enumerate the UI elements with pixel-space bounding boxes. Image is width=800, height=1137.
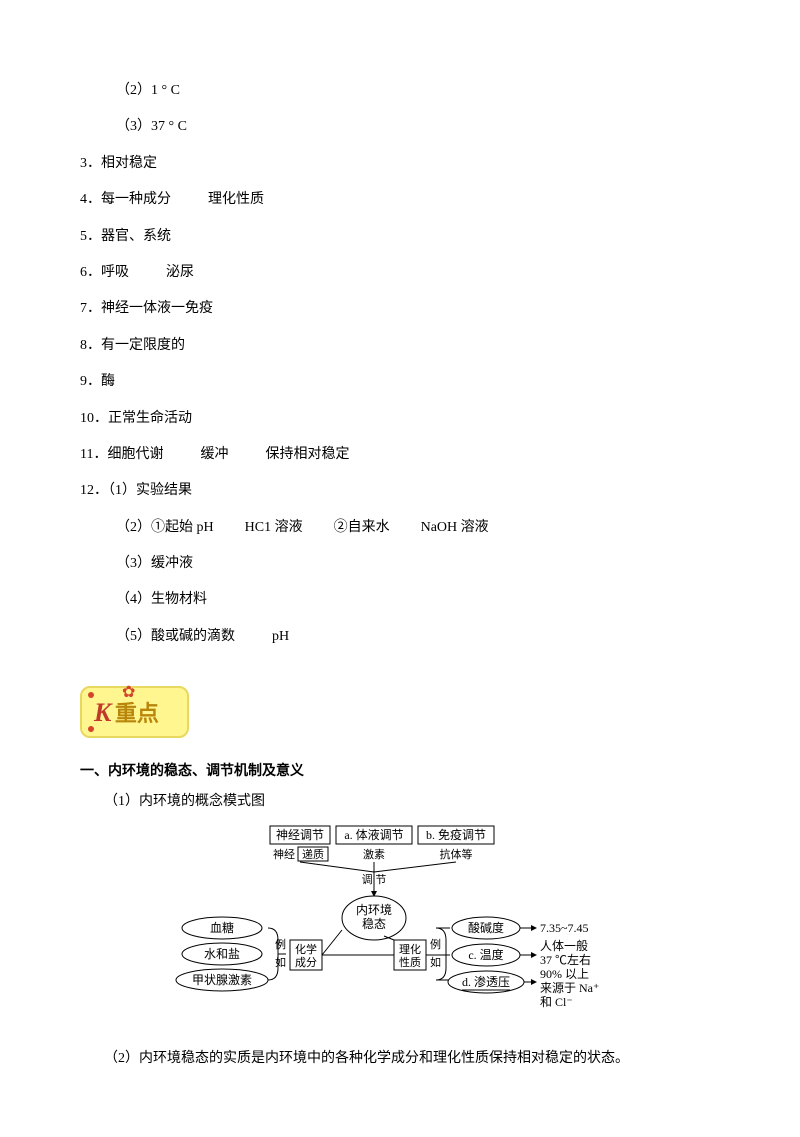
- svg-text:c. 温度: c. 温度: [468, 947, 503, 962]
- answer-12-5: （5）酸或碱的滴数 pH: [80, 626, 740, 648]
- answer-7: 7．神经一体液一免疫: [80, 298, 740, 320]
- answer-8: 8．有一定限度的: [80, 335, 740, 357]
- svg-text:抗体等: 抗体等: [440, 847, 473, 861]
- svg-text:例: 例: [275, 937, 286, 951]
- answer-3: 3．相对稳定: [80, 153, 740, 175]
- answer-12-2-c: ②自来水: [334, 520, 390, 535]
- answer-2-3: （3）37 ° C: [80, 116, 740, 138]
- document-page: （2）1 ° C （3）37 ° C 3．相对稳定 4．每一种成分 理化性质 5…: [0, 0, 800, 1137]
- answer-12-2-d: NaOH 溶液: [421, 520, 489, 535]
- answer-11: 11．细胞代谢 缓冲 保持相对稳定: [80, 444, 740, 466]
- svg-text:血糖: 血糖: [210, 920, 234, 935]
- svg-text:调 节: 调 节: [362, 873, 387, 886]
- svg-text:理化: 理化: [399, 942, 421, 956]
- svg-text:成分: 成分: [295, 956, 317, 969]
- answer-10: 10．正常生命活动: [80, 408, 740, 430]
- answer-12-2-b: HC1 溶液: [245, 520, 303, 535]
- svg-text:激素: 激素: [363, 847, 385, 861]
- svg-text:酸碱度: 酸碱度: [468, 920, 504, 935]
- svg-text:内环境: 内环境: [356, 902, 392, 917]
- answer-6-b: 泌尿: [166, 265, 194, 280]
- answer-6-a: 6．呼吸: [80, 265, 129, 280]
- svg-text:神经: 神经: [273, 847, 295, 861]
- answer-12-1: 12．（1）实验结果: [80, 480, 740, 502]
- svg-text:d. 渗透压: d. 渗透压: [462, 974, 510, 989]
- key-points-badge: ✿ K 重点: [80, 686, 189, 738]
- answer-4-a: 4．每一种成分: [80, 192, 171, 207]
- svg-text:和 Cl⁻: 和 Cl⁻: [540, 995, 573, 1009]
- dot-icon: [88, 726, 94, 732]
- answer-12-3: （3）缓冲液: [80, 553, 740, 575]
- badge-letter: K: [94, 698, 111, 727]
- svg-text:神经调节: 神经调节: [276, 828, 324, 842]
- svg-text:化学: 化学: [295, 942, 317, 956]
- svg-text:水和盐: 水和盐: [204, 947, 240, 961]
- answer-12-5-a: （5）酸或碱的滴数: [116, 629, 235, 644]
- flower-icon: ✿: [122, 682, 135, 702]
- svg-text:性质: 性质: [399, 955, 421, 969]
- answer-11-a: 11．细胞代谢: [80, 447, 163, 462]
- answer-5: 5．器官、系统: [80, 226, 740, 248]
- svg-text:b. 免疫调节: b. 免疫调节: [426, 827, 486, 842]
- answer-6: 6．呼吸 泌尿: [80, 262, 740, 284]
- svg-text:例: 例: [430, 937, 441, 951]
- section-heading: 一、内环境的稳态、调节机制及意义: [80, 760, 740, 780]
- answer-12-4: （4）生物材料: [80, 589, 740, 611]
- concept-diagram: 神经调节 a. 体液调节 b. 免疫调节 神经 递质 激素 抗体等 调 节 内环…: [80, 820, 740, 1035]
- answer-9: 9．酶: [80, 371, 740, 393]
- badge-text: 重点: [115, 701, 159, 726]
- answer-11-b: 缓冲: [200, 447, 228, 462]
- section-sub2: （2）内环境稳态的实质是内环境中的各种化学成分和理化性质保持相对稳定的状态。: [104, 1047, 740, 1067]
- answer-4: 4．每一种成分 理化性质: [80, 189, 740, 211]
- svg-text:稳态: 稳态: [362, 916, 386, 931]
- svg-text:人体一般: 人体一般: [540, 938, 588, 953]
- answer-12-2-a: （2）①起始 pH: [116, 520, 214, 535]
- svg-text:如: 如: [275, 955, 286, 969]
- svg-text:a. 体液调节: a. 体液调节: [344, 827, 403, 842]
- answer-2-2: （2）1 ° C: [80, 80, 740, 102]
- section-sub1: （1）内环境的概念模式图: [104, 790, 740, 810]
- svg-text:90% 以上: 90% 以上: [540, 967, 589, 981]
- svg-text:如: 如: [430, 955, 441, 969]
- answer-12-5-b: pH: [272, 629, 289, 644]
- answer-4-b: 理化性质: [208, 192, 264, 207]
- svg-text:甲状腺激素: 甲状腺激素: [192, 973, 252, 987]
- svg-text:递质: 递质: [302, 847, 324, 861]
- svg-text:7.35~7.45: 7.35~7.45: [540, 921, 589, 935]
- svg-text:37 ℃左右: 37 ℃左右: [540, 952, 591, 967]
- answer-11-c: 保持相对稳定: [265, 447, 349, 462]
- svg-text:来源于 Na⁺: 来源于 Na⁺: [540, 981, 599, 995]
- answer-12-2: （2）①起始 pH HC1 溶液 ②自来水 NaOH 溶液: [80, 517, 740, 539]
